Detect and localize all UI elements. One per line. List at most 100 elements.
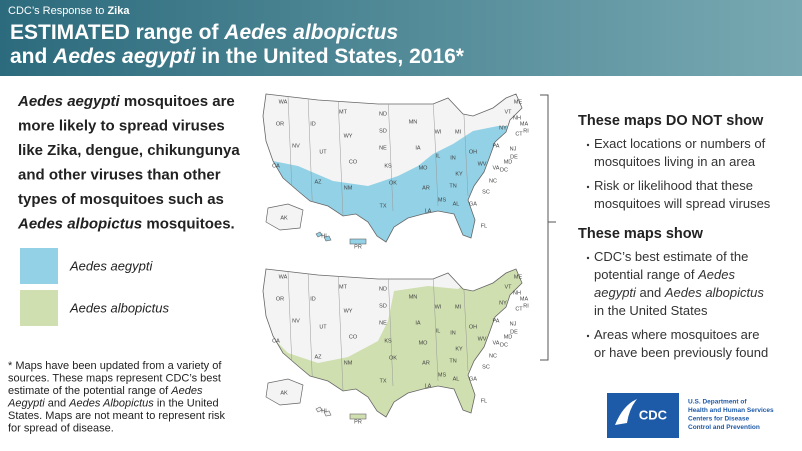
hhs-eagle [615, 399, 637, 425]
state-label: TX [379, 378, 386, 384]
state-label: VA [493, 165, 500, 171]
text-segment: and [10, 45, 53, 68]
text-segment: Aedes albopictus [223, 21, 398, 44]
state-label: SC [482, 364, 490, 370]
text-segment: Aegypti [7, 397, 45, 409]
state-label: PR [354, 244, 362, 250]
bullet-dot [586, 185, 590, 189]
state-label: CT [515, 306, 523, 312]
state-label: TN [449, 358, 456, 364]
state-label: RI [523, 303, 529, 309]
text-line: * Maps have been updated from a variety … [8, 360, 222, 372]
state-border [387, 95, 394, 212]
text-segment: Aedes albopictus [17, 215, 142, 232]
state-label: CA [272, 163, 280, 169]
state-label: NY [499, 125, 507, 131]
state-label: OK [389, 180, 397, 186]
state-label: MA [520, 121, 529, 127]
text-segment: Aedes albopictus [664, 285, 765, 300]
state-label: AZ [314, 354, 322, 360]
text-segment: like Zika, dengue, chikungunya [18, 142, 240, 159]
panel-heading: These maps show [578, 226, 704, 242]
text-segment: in the United [154, 397, 219, 409]
text-line: CDC’s best estimate of the [594, 249, 748, 264]
state-border [337, 270, 344, 392]
panel-heading: These maps DO NOT show [578, 113, 764, 129]
state-label: IN [450, 155, 456, 161]
state-label: IA [415, 145, 421, 151]
text-line: CDC’s Response to Zika [8, 5, 130, 17]
state-label: ID [310, 121, 316, 127]
state-label: VT [504, 284, 512, 290]
state-label: NE [379, 145, 387, 151]
text-line: potential range of Aedes [594, 267, 735, 282]
state-label: PR [354, 419, 362, 425]
bullet-dot [586, 143, 590, 147]
state-label: CO [349, 334, 358, 340]
bullet-dot [586, 256, 590, 260]
state-label: NE [379, 320, 387, 326]
text-segment: and [45, 397, 69, 409]
legend-swatch [20, 290, 58, 326]
text-line: ESTIMATED range of Aedes albopictus [10, 21, 398, 44]
text-segment: Aedes Albopictus [68, 397, 154, 409]
state-label: NM [344, 185, 353, 191]
state-label: IL [436, 153, 441, 159]
state-label: ND [379, 111, 387, 117]
state-label: AR [422, 185, 430, 191]
state-label: AZ [314, 179, 322, 185]
state-label: WV [478, 336, 487, 342]
state-label: UT [319, 149, 327, 155]
text-segment: Exact locations or numbers of [594, 136, 766, 151]
state-label: LA [425, 208, 432, 214]
text-segment: aegypti [594, 285, 637, 300]
state-label: OR [276, 296, 284, 302]
state-label: KS [384, 163, 392, 169]
state-label: KY [455, 171, 463, 177]
text-line: for spread of disease. [8, 422, 114, 434]
header-band [0, 0, 802, 76]
text-segment: Zika [107, 5, 130, 17]
state-label: IN [450, 330, 456, 336]
state-label: WV [478, 161, 487, 167]
state-label: OH [469, 149, 477, 155]
state-label: GA [469, 201, 477, 207]
state-label: MO [419, 165, 429, 171]
state-label: GA [469, 376, 477, 382]
state-label: DC [500, 342, 508, 348]
text-segment: for spread of disease. [8, 422, 114, 434]
text-line: States. Maps are not meant to represent … [8, 410, 226, 422]
text-segment: estimate of the potential range of [8, 385, 171, 397]
text-line: Aedes albopictus mosquitoes. [17, 215, 235, 232]
text-line: or have been previously found [594, 345, 768, 360]
state-label: TN [449, 183, 456, 189]
puerto-rico [349, 413, 367, 420]
state-label: DE [510, 329, 518, 335]
state-label: NJ [510, 321, 517, 327]
logo-text: U.S. Department of [688, 399, 747, 406]
text-line: types of mosquitoes such as [18, 191, 224, 208]
state-label: IL [436, 328, 441, 334]
state-label: SD [379, 128, 387, 134]
state-label: NV [292, 318, 300, 324]
text-segment: CDC’s best estimate of the [594, 249, 748, 264]
text-segment: States. Maps are not meant to represent … [8, 410, 226, 422]
us-map: WA OR CA NV ID MT WY UT AZ CO NM ND SD NE KS OK TX MN IA MO… [262, 93, 529, 250]
state-label: MS [438, 372, 447, 378]
state-label: FL [481, 223, 487, 229]
state-label: DC [500, 167, 508, 173]
text-segment: mosquitoes will spread viruses [594, 196, 771, 211]
text-segment: or have been previously found [594, 345, 768, 360]
text-line: Aedes aegypti mosquitoes are [17, 93, 235, 110]
text-line: and Aedes aegypti in the United States, … [10, 45, 465, 68]
logo-text: Health and Human Services [688, 407, 774, 414]
text-segment: Aedes aegypti [52, 45, 197, 68]
state-label: WA [279, 274, 288, 280]
text-segment: CDC’s Response to [8, 5, 107, 17]
text-line: mosquitoes will spread viruses [594, 196, 771, 211]
text-line: estimate of the potential range of Aedes [8, 385, 203, 397]
state-label: PA [493, 143, 500, 149]
text-line: like Zika, dengue, chikungunya [18, 142, 240, 159]
state-label: NJ [510, 146, 517, 152]
state-label: AR [422, 360, 430, 366]
